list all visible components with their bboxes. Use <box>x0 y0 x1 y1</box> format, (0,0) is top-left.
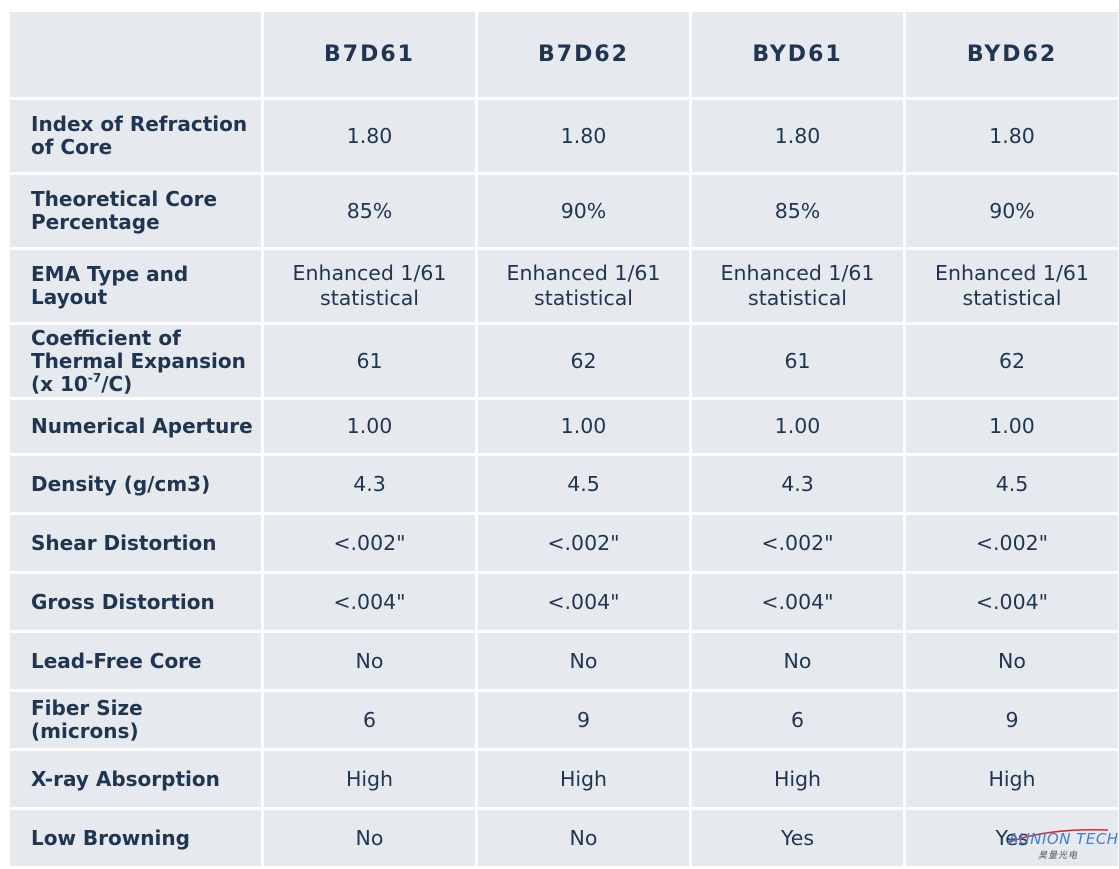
header-corner-cell <box>10 12 261 97</box>
row-label-density: Density (g/cm3) <box>10 456 261 512</box>
table-cell: <.002" <box>264 515 475 571</box>
table-cell: Enhanced 1/61 statistical <box>478 250 689 322</box>
table-cell: 1.80 <box>264 100 475 172</box>
column-header-byd61: BYD61 <box>692 12 903 97</box>
logo-text: AUNION TECH <box>1008 830 1119 848</box>
table-cell: 85% <box>692 175 903 247</box>
table-cell: <.002" <box>692 515 903 571</box>
table-cell: 9 <box>906 692 1118 748</box>
table-cell: 1.80 <box>692 100 903 172</box>
table-cell: 6 <box>264 692 475 748</box>
table-cell: No <box>906 633 1118 689</box>
table-cell: <.004" <box>264 574 475 630</box>
table-cell: 4.3 <box>692 456 903 512</box>
table-cell: 1.00 <box>264 400 475 453</box>
table-cell: 85% <box>264 175 475 247</box>
table-cell: 90% <box>906 175 1118 247</box>
table-cell: <.004" <box>906 574 1118 630</box>
table-cell: 4.5 <box>906 456 1118 512</box>
column-header-b7d62: B7D62 <box>478 12 689 97</box>
table-cell: High <box>692 751 903 807</box>
table-cell: High <box>906 751 1118 807</box>
table-cell: No <box>264 633 475 689</box>
row-label-superscript: -7 <box>87 370 102 385</box>
row-label-numerical-aperture: Numerical Aperture <box>10 400 261 453</box>
table-cell: High <box>478 751 689 807</box>
table-cell: <.002" <box>906 515 1118 571</box>
table-cell: No <box>478 810 689 866</box>
table-cell: 1.00 <box>906 400 1118 453</box>
table-cell: 4.5 <box>478 456 689 512</box>
table-cell: 9 <box>478 692 689 748</box>
table-cell: No <box>478 633 689 689</box>
table-cell: <.004" <box>478 574 689 630</box>
spec-table: B7D61 B7D62 BYD61 BYD62 Index of Refract… <box>10 12 1118 869</box>
table-cell: 90% <box>478 175 689 247</box>
row-label-fiber-size: Fiber Size (microns) <box>10 692 261 748</box>
table-cell: Yes <box>692 810 903 866</box>
column-header-b7d61: B7D61 <box>264 12 475 97</box>
table-cell: Enhanced 1/61 statistical <box>692 250 903 322</box>
table-cell: No <box>692 633 903 689</box>
table-cell: 62 <box>906 325 1118 397</box>
row-label-gross-distortion: Gross Distortion <box>10 574 261 630</box>
table-cell: No <box>264 810 475 866</box>
logo-swoosh-icon <box>1009 829 1109 843</box>
row-label-low-browning: Low Browning <box>10 810 261 866</box>
company-logo: AUNION TECH 昊量光电 <box>1008 826 1118 862</box>
row-label-theoretical-core-percentage: Theoretical Core Percentage <box>10 175 261 247</box>
table-cell: 61 <box>692 325 903 397</box>
row-label-lead-free-core: Lead-Free Core <box>10 633 261 689</box>
table-cell: 62 <box>478 325 689 397</box>
table-cell: 4.3 <box>264 456 475 512</box>
table-cell: 1.00 <box>692 400 903 453</box>
row-label-coefficient-of-thermal-expansion: Coefficient of Thermal Expansion (x 10-7… <box>10 325 261 397</box>
table-cell: <.002" <box>478 515 689 571</box>
row-label-shear-distortion: Shear Distortion <box>10 515 261 571</box>
row-label-ema-type-and-layout: EMA Type and Layout <box>10 250 261 322</box>
table-cell: High <box>264 751 475 807</box>
table-cell: 6 <box>692 692 903 748</box>
row-label-main: Coefficient of Thermal Expansion (x 10 <box>31 325 246 396</box>
table-cell: Enhanced 1/61 statistical <box>264 250 475 322</box>
table-cell: Enhanced 1/61 statistical <box>906 250 1118 322</box>
logo-subtext: 昊量光电 <box>1038 851 1079 861</box>
table-cell: <.004" <box>692 574 903 630</box>
row-label-x-ray-absorption: X-ray Absorption <box>10 751 261 807</box>
column-header-byd62: BYD62 <box>906 12 1118 97</box>
table-cell: 1.80 <box>478 100 689 172</box>
table-cell: 1.80 <box>906 100 1118 172</box>
table-cell: 1.00 <box>478 400 689 453</box>
row-label-tail: /C) <box>101 371 133 396</box>
row-label-index-of-refraction: Index of Refraction of Core <box>10 100 261 172</box>
table-cell: 61 <box>264 325 475 397</box>
